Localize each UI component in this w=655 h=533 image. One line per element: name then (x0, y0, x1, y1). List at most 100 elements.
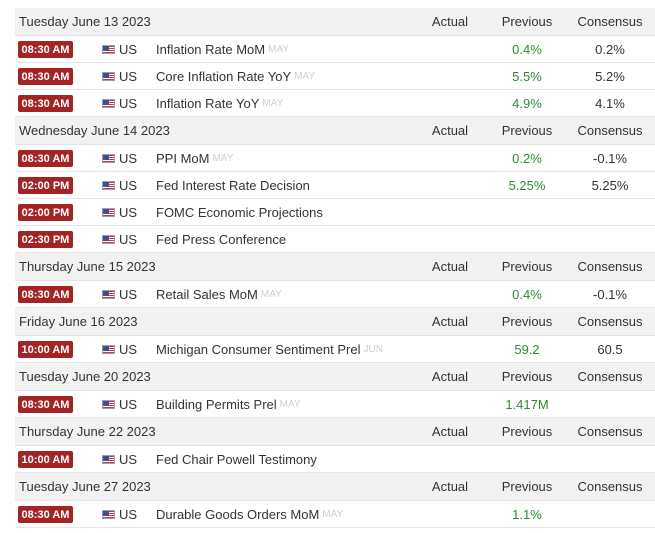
event-name-link[interactable]: Core Inflation Rate YoY (156, 68, 292, 84)
us-flag-icon (102, 72, 115, 81)
country-code: US (119, 286, 138, 302)
consensus-column-header: Consensus (577, 314, 643, 329)
time-badge: 08:30 AM (18, 68, 73, 85)
country-code: US (119, 204, 138, 220)
country-code: US (119, 41, 138, 57)
day-date: Tuesday June 13 2023 (19, 14, 151, 29)
event-name-cell: FOMC Economic Projections (156, 199, 323, 225)
event-name-link[interactable]: Fed Chair Powell Testimony (156, 451, 317, 467)
event-name-link[interactable]: Durable Goods Orders MoM (156, 506, 320, 522)
us-flag-icon (102, 45, 115, 54)
event-name-link[interactable]: FOMC Economic Projections (156, 204, 323, 220)
event-name-link[interactable]: Inflation Rate MoM (156, 41, 266, 57)
event-name-cell: Building Permits Prel MAY (156, 391, 301, 417)
consensus-value: 5.25% (591, 177, 629, 193)
actual-value (420, 281, 480, 307)
time-badge: 10:00 AM (18, 451, 73, 468)
event-row[interactable]: 08:30 AM US PPI MoM MAY 0.2% -0.1% (15, 145, 655, 172)
previous-value: 5.5% (512, 68, 542, 84)
reference-period: MAY (279, 398, 301, 410)
time-badge: 02:00 PM (18, 204, 73, 221)
economic-calendar: Tuesday June 13 2023 Actual Previous Consen… (15, 8, 655, 528)
time-badge: 02:30 PM (18, 231, 73, 248)
consensus-value (570, 226, 650, 252)
day-header: Thursday June 22 2023 Actual Previous Conse… (15, 418, 655, 446)
us-flag-icon (102, 99, 115, 108)
actual-column-header: Actual (431, 369, 469, 384)
event-name-cell: Core Inflation Rate YoY MAY (156, 63, 315, 89)
previous-value: 0.4% (512, 41, 542, 57)
reference-period: MAY (212, 152, 234, 164)
consensus-value: 4.1% (595, 95, 625, 111)
us-flag-icon (102, 208, 115, 217)
reference-period: MAY (262, 97, 284, 109)
event-name-link[interactable]: Fed Interest Rate Decision (156, 177, 310, 193)
actual-value (420, 446, 480, 472)
event-name-cell: Inflation Rate MoM MAY (156, 36, 289, 62)
consensus-column-header: Consensus (577, 14, 643, 29)
reference-period: JUN (363, 343, 383, 355)
event-name-link[interactable]: PPI MoM (156, 150, 210, 166)
event-row[interactable]: 02:00 PM US Fed Interest Rate Decision 5.25… (15, 172, 655, 199)
consensus-value: -0.1% (593, 286, 627, 302)
us-flag-icon (102, 154, 115, 163)
event-name-link[interactable]: Fed Press Conference (156, 231, 287, 247)
event-name-cell: Durable Goods Orders MoM MAY (156, 501, 343, 527)
event-row[interactable]: 10:00 AM US Fed Chair Powell Testimony (15, 446, 655, 473)
country-code: US (119, 177, 138, 193)
reference-period: MAY (260, 288, 282, 300)
previous-value (495, 446, 559, 472)
day-header: Wednesday June 14 2023 Actual Previous Cons… (15, 117, 655, 145)
actual-value (420, 90, 480, 116)
consensus-column-header: Consensus (577, 369, 643, 384)
reference-period: MAY (268, 43, 290, 55)
actual-value (420, 199, 480, 225)
reference-period: MAY (322, 508, 344, 520)
event-name-link[interactable]: Building Permits Prel (156, 396, 277, 412)
us-flag-icon (102, 290, 115, 299)
previous-column-header: Previous (501, 123, 553, 138)
actual-value (420, 391, 480, 417)
reference-period: MAY (294, 70, 316, 82)
event-row[interactable]: 08:30 AM US Inflation Rate MoM MAY 0.4% 0.2% (15, 36, 655, 63)
event-name-link[interactable]: Inflation Rate YoY (156, 95, 260, 111)
event-name-link[interactable]: Retail Sales MoM (156, 286, 258, 302)
event-row[interactable]: 10:00 AM US Michigan Consumer Sentiment Pr… (15, 336, 655, 363)
actual-column-header: Actual (431, 259, 469, 274)
event-row[interactable]: 08:30 AM US Core Inflation Rate YoY MAY 5.5%… (15, 63, 655, 90)
us-flag-icon (102, 455, 115, 464)
day-header: Tuesday June 13 2023 Actual Previous Consen… (15, 8, 655, 36)
consensus-value (570, 501, 650, 527)
event-row[interactable]: 08:30 AM US Durable Goods Orders MoM MAY 1.1… (15, 501, 655, 528)
previous-column-header: Previous (501, 259, 553, 274)
day-date: Thursday June 15 2023 (19, 259, 156, 274)
event-row[interactable]: 08:30 AM US Inflation Rate YoY MAY 4.9% 4.1% (15, 90, 655, 117)
consensus-value: 0.2% (595, 41, 625, 57)
country-code: US (119, 231, 138, 247)
event-name-link[interactable]: Michigan Consumer Sentiment Prel (156, 341, 361, 357)
day-date: Tuesday June 27 2023 (19, 479, 151, 494)
consensus-value: 60.5 (597, 341, 623, 357)
time-badge: 08:30 AM (18, 286, 73, 303)
event-row[interactable]: 02:00 PM US FOMC Economic Projections (15, 199, 655, 226)
previous-value: 1.1% (512, 506, 542, 522)
previous-value: 5.25% (508, 177, 546, 193)
us-flag-icon (102, 345, 115, 354)
previous-value: 59.2 (514, 341, 540, 357)
time-badge: 10:00 AM (18, 341, 73, 358)
event-row[interactable]: 08:30 AM US Building Permits Prel MAY 1.417M (15, 391, 655, 418)
previous-value: 4.9% (512, 95, 542, 111)
day-header: Friday June 16 2023 Actual Previous Consens… (15, 308, 655, 336)
event-row[interactable]: 08:30 AM US Retail Sales MoM MAY 0.4% -0.1% (15, 281, 655, 308)
actual-value (420, 36, 480, 62)
event-name-cell: Fed Press Conference (156, 226, 286, 252)
time-badge: 02:00 PM (18, 177, 73, 194)
event-row[interactable]: 02:30 PM US Fed Press Conference (15, 226, 655, 253)
consensus-column-header: Consensus (577, 259, 643, 274)
previous-value: 0.2% (512, 150, 542, 166)
actual-column-header: Actual (431, 314, 469, 329)
country-code: US (119, 506, 138, 522)
actual-column-header: Actual (431, 424, 469, 439)
event-name-cell: Retail Sales MoM MAY (156, 281, 282, 307)
actual-column-header: Actual (431, 14, 469, 29)
